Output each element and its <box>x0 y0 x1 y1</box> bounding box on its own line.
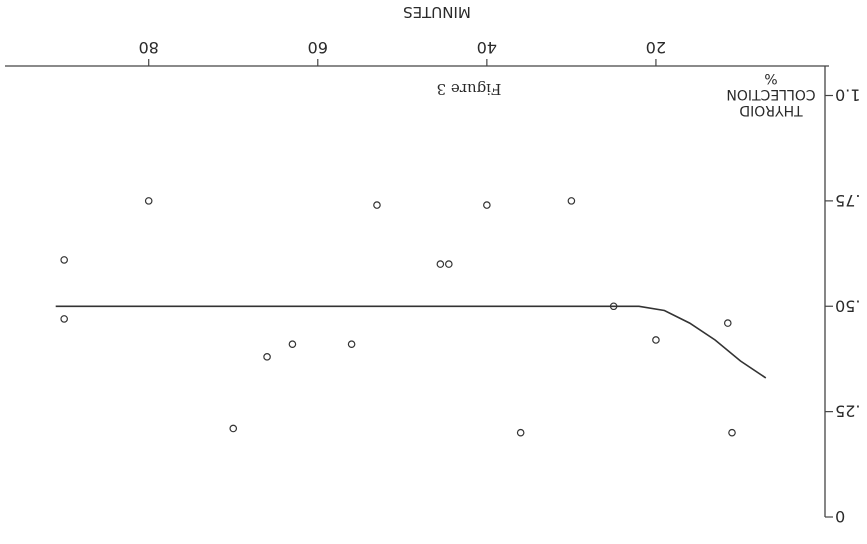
fitted-curve <box>55 305 767 379</box>
x-axis-title: MINUTES <box>403 3 471 21</box>
data-point <box>436 260 445 268</box>
x-tick-label: 20 <box>646 38 666 57</box>
data-point <box>516 428 525 437</box>
data-point <box>567 197 576 205</box>
data-point <box>609 302 618 311</box>
y-axis-title-line: THYROID <box>739 102 803 118</box>
data-point <box>60 315 68 323</box>
data-point <box>60 256 68 264</box>
data-point <box>652 336 660 344</box>
y-tick-label: .25 <box>835 402 860 421</box>
y-axis-title-line: % <box>764 70 777 86</box>
y-tick-label: 0 <box>835 507 845 526</box>
axes <box>5 65 829 517</box>
data-point <box>229 424 238 433</box>
data-point <box>144 197 153 205</box>
data-point <box>373 201 381 209</box>
data-point <box>723 319 732 327</box>
data-point <box>483 201 491 209</box>
data-point <box>288 340 297 348</box>
x-tick-label: 40 <box>477 38 497 57</box>
y-tick-label: .50 <box>835 296 860 315</box>
y-tick-label: 1.0 <box>835 86 860 105</box>
y-ticks: 0 .25 .50 .75 1.0 <box>825 86 860 526</box>
x-ticks: 20 40 60 80 <box>139 38 666 66</box>
y-axis-title-line: COLLECTION <box>726 86 815 102</box>
data-point <box>263 353 271 361</box>
data-point <box>445 260 453 268</box>
data-point <box>728 428 736 437</box>
x-tick-label: 80 <box>139 38 159 57</box>
y-tick-label: .75 <box>835 191 860 210</box>
data-points <box>60 197 736 437</box>
figure-caption: Figure 3 <box>437 80 502 98</box>
data-point <box>347 340 356 348</box>
x-tick-label: 60 <box>308 38 328 57</box>
